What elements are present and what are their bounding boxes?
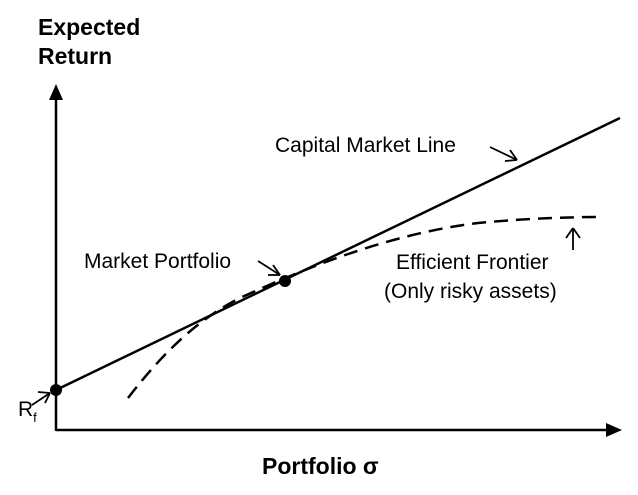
market-portfolio-pointer-arrow <box>257 260 281 276</box>
risk-free-rate-label: Rf <box>18 398 37 425</box>
y-axis-label-line1: Expected <box>38 14 140 40</box>
efficient-frontier-curve <box>127 215 601 399</box>
x-axis-arrowhead <box>606 423 622 437</box>
efficient-frontier-label-line1: Efficient Frontier <box>396 251 549 274</box>
market-portfolio-label: Market Portfolio <box>84 250 231 273</box>
risk-free-rate-label-main: R <box>18 398 33 421</box>
y-axis-arrowhead <box>49 84 63 100</box>
efficient-frontier-label-line2: (Only risky assets) <box>384 280 557 303</box>
cml-label: Capital Market Line <box>275 134 456 157</box>
efficient-frontier-pointer-arrow <box>565 227 581 250</box>
cml-pointer-arrow <box>489 146 518 162</box>
risk-free-rate-label-subscript: f <box>33 410 37 425</box>
risk-free-point <box>50 384 62 396</box>
y-axis-label-line2: Return <box>38 43 112 69</box>
risk-free-pointer-arrow <box>31 391 51 406</box>
market-portfolio-point <box>279 275 291 287</box>
capital-market-line <box>55 116 621 392</box>
x-axis-label: Portfolio σ <box>262 453 379 479</box>
